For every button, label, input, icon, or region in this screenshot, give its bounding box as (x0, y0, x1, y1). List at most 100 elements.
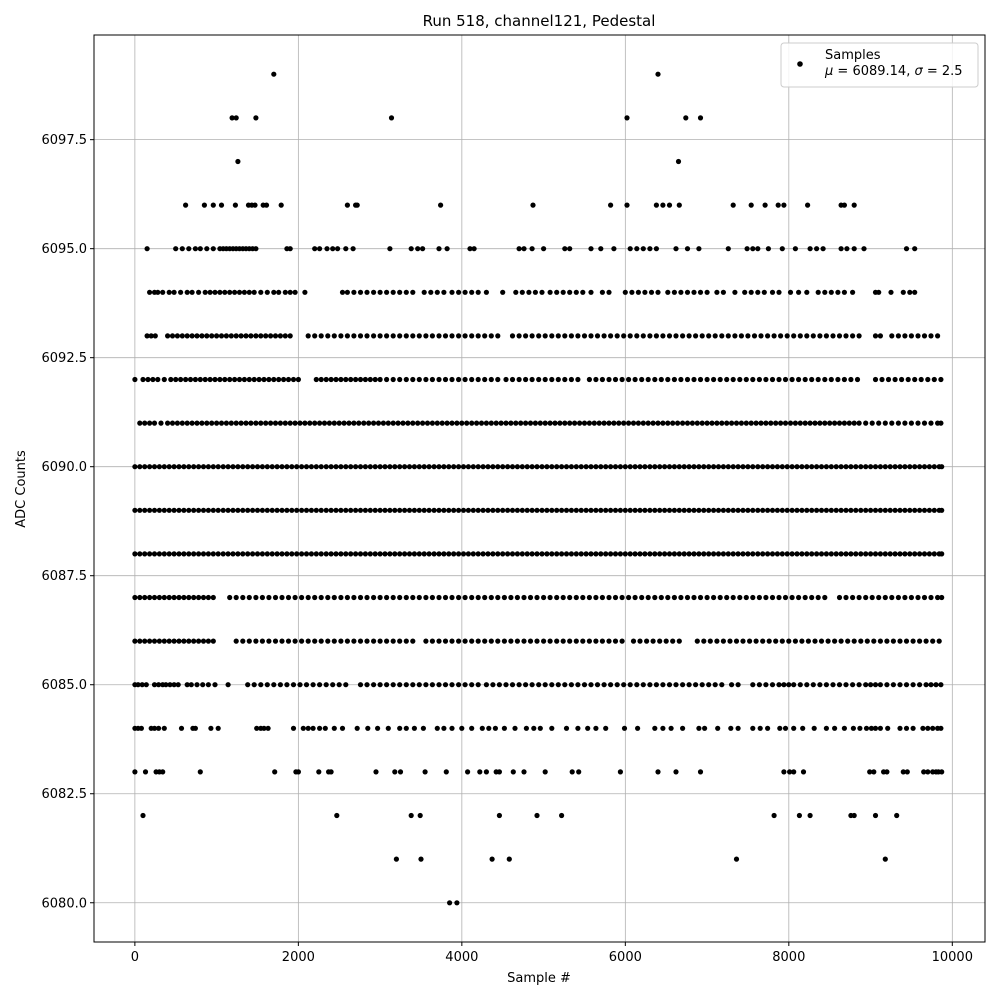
data-point (529, 682, 535, 688)
data-point (420, 246, 426, 252)
data-point (725, 507, 731, 513)
data-point (436, 551, 442, 557)
data-point (748, 289, 754, 295)
data-point (465, 769, 471, 775)
data-point (181, 507, 187, 513)
data-point (660, 682, 666, 688)
data-point (872, 507, 879, 513)
data-point (645, 594, 651, 601)
data-point (683, 115, 689, 121)
data-point (603, 507, 609, 513)
data-point (421, 464, 427, 470)
data-point (295, 376, 301, 383)
data-point (769, 594, 776, 601)
data-point (662, 551, 668, 557)
data-point (289, 507, 295, 513)
data-point (663, 638, 669, 644)
data-point (480, 507, 486, 513)
data-point (269, 507, 275, 513)
data-point (323, 551, 329, 557)
data-point (382, 551, 388, 557)
data-point (357, 682, 364, 688)
data-point (377, 594, 383, 601)
data-point (702, 725, 708, 731)
data-point (863, 507, 869, 513)
data-point (892, 551, 898, 557)
data-point (619, 638, 625, 644)
data-point (380, 420, 386, 426)
data-point (516, 246, 522, 252)
data-point (338, 594, 344, 601)
data-point (339, 725, 346, 731)
data-point (673, 682, 679, 688)
data-point (876, 420, 882, 426)
data-point (787, 420, 794, 426)
data-point (357, 464, 364, 470)
data-point (676, 551, 682, 557)
data-point (367, 507, 373, 513)
data-point (846, 420, 852, 426)
data-point (756, 682, 763, 688)
data-point (475, 551, 481, 557)
data-point (569, 769, 575, 775)
data-point (588, 551, 594, 557)
data-point (274, 464, 280, 470)
data-point (274, 507, 280, 513)
data-point (222, 376, 228, 383)
data-point (512, 725, 518, 731)
data-point (671, 464, 678, 470)
data-point (809, 594, 815, 601)
data-point (765, 551, 771, 557)
data-point (204, 246, 210, 252)
data-point (477, 769, 483, 775)
data-point (856, 420, 862, 426)
data-point (431, 551, 437, 557)
data-point (666, 202, 673, 208)
data-point (377, 507, 383, 513)
data-point (655, 420, 661, 426)
data-point (456, 638, 462, 644)
data-point (132, 376, 138, 383)
data-point (750, 376, 756, 383)
data-point (640, 246, 646, 252)
data-point (547, 638, 553, 644)
data-point (662, 464, 668, 470)
data-point (299, 507, 305, 513)
data-point (588, 507, 594, 513)
data-point (447, 900, 453, 906)
data-point (733, 856, 740, 862)
data-point (823, 464, 830, 470)
data-point (210, 246, 216, 252)
data-point (232, 289, 238, 295)
data-point (142, 464, 148, 470)
data-point (514, 464, 521, 470)
data-point (519, 551, 525, 557)
data-point (882, 507, 888, 513)
data-point (282, 333, 288, 339)
data-point (132, 507, 138, 513)
data-point (536, 376, 542, 383)
data-point (678, 594, 684, 601)
data-point (215, 464, 221, 470)
data-point (662, 507, 668, 513)
data-point (642, 289, 648, 295)
data-point (765, 507, 771, 513)
data-point (689, 420, 696, 426)
data-point (811, 725, 817, 731)
data-point (364, 333, 370, 339)
data-point (367, 551, 373, 557)
data-point (523, 682, 529, 688)
data-point (858, 507, 864, 513)
data-point (290, 725, 297, 731)
data-point (406, 507, 413, 513)
data-point (879, 376, 885, 383)
data-point (201, 202, 207, 208)
data-point (214, 420, 220, 426)
data-point (500, 551, 506, 557)
data-point (797, 333, 803, 339)
data-point (648, 289, 655, 295)
data-point (542, 769, 548, 775)
data-point (462, 333, 468, 339)
data-point (246, 289, 252, 295)
data-point (524, 507, 530, 513)
